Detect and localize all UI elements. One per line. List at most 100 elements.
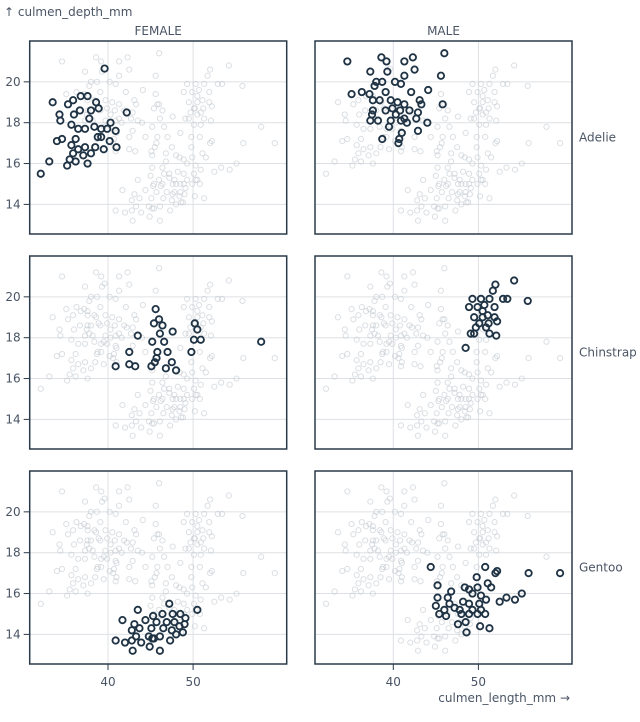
background-point bbox=[218, 510, 226, 517]
background-point bbox=[482, 166, 490, 173]
background-point bbox=[189, 584, 196, 591]
background-point bbox=[442, 633, 449, 640]
data-point bbox=[384, 122, 394, 131]
y-tick-label: 18 bbox=[5, 116, 20, 130]
data-point bbox=[127, 636, 136, 645]
background-point bbox=[353, 551, 360, 558]
data-point bbox=[436, 71, 446, 80]
data-point bbox=[106, 118, 115, 127]
data-point bbox=[481, 562, 490, 572]
background-point bbox=[373, 322, 380, 329]
background-point bbox=[448, 158, 455, 165]
data-point bbox=[395, 134, 404, 144]
background-point bbox=[434, 553, 441, 560]
background-point bbox=[391, 508, 399, 515]
background-point bbox=[172, 416, 180, 423]
background-point bbox=[190, 385, 198, 392]
background-point bbox=[93, 565, 101, 573]
data-point bbox=[86, 106, 96, 115]
background-point bbox=[107, 549, 114, 556]
background-point bbox=[81, 306, 88, 313]
background-point bbox=[411, 133, 418, 141]
background-point bbox=[476, 535, 483, 542]
background-point bbox=[211, 383, 218, 390]
facet-panel: 14 16 18 20 bbox=[5, 40, 288, 235]
background-point bbox=[121, 322, 128, 329]
background-point bbox=[465, 88, 473, 96]
facet-panel: 40 50 bbox=[314, 470, 573, 689]
background-point bbox=[271, 140, 278, 147]
background-point bbox=[129, 127, 136, 134]
background-point bbox=[356, 541, 363, 548]
data-point bbox=[498, 294, 508, 303]
background-point bbox=[379, 508, 386, 515]
background-point bbox=[63, 306, 70, 313]
background-point bbox=[476, 408, 484, 415]
background-point bbox=[357, 350, 365, 358]
background-point bbox=[369, 375, 376, 382]
background-point bbox=[543, 338, 550, 345]
background-point bbox=[479, 93, 486, 100]
background-point bbox=[451, 174, 458, 181]
background-point bbox=[113, 344, 120, 352]
background-point bbox=[427, 133, 434, 141]
data-point bbox=[147, 624, 156, 633]
background-point bbox=[465, 180, 473, 188]
background-point bbox=[437, 521, 445, 528]
background-point bbox=[360, 555, 367, 562]
background-point bbox=[477, 377, 485, 384]
background-point bbox=[104, 535, 111, 542]
background-point bbox=[112, 148, 119, 155]
background-point bbox=[367, 359, 374, 366]
background-point bbox=[357, 158, 365, 165]
panel-frame bbox=[314, 40, 573, 235]
background-point bbox=[476, 170, 483, 177]
background-point bbox=[225, 62, 232, 69]
facet-column-label: FEMALE bbox=[135, 24, 182, 38]
background-point bbox=[418, 316, 425, 323]
background-point bbox=[356, 326, 363, 333]
background-point bbox=[73, 518, 80, 526]
background-point bbox=[56, 326, 63, 333]
background-point bbox=[134, 391, 141, 398]
background-point bbox=[355, 312, 362, 319]
background-point bbox=[442, 432, 449, 439]
background-point bbox=[112, 578, 119, 585]
data-point bbox=[481, 595, 491, 604]
background-point bbox=[339, 352, 346, 360]
background-point bbox=[376, 527, 383, 534]
data-point bbox=[125, 347, 134, 357]
background-point bbox=[142, 186, 149, 194]
background-point bbox=[482, 180, 489, 188]
background-point bbox=[174, 383, 181, 390]
background-point bbox=[474, 180, 481, 188]
background-point bbox=[407, 639, 414, 646]
background-point bbox=[473, 133, 480, 141]
background-point bbox=[189, 518, 196, 526]
background-point bbox=[454, 627, 461, 634]
background-point bbox=[208, 533, 215, 540]
background-point bbox=[462, 610, 469, 618]
background-point bbox=[58, 488, 66, 495]
background-point bbox=[419, 176, 427, 183]
background-point bbox=[389, 535, 396, 542]
y-tick-label: 18 bbox=[5, 331, 20, 345]
background-point bbox=[482, 381, 490, 388]
background-point bbox=[180, 600, 187, 607]
background-point bbox=[113, 559, 120, 567]
background-point bbox=[83, 541, 90, 548]
background-point bbox=[499, 80, 507, 87]
background-point bbox=[92, 574, 99, 581]
y-axis-label: ↑ culmen_depth_mm bbox=[4, 5, 132, 19]
background-point bbox=[148, 578, 155, 585]
background-point bbox=[357, 373, 365, 380]
background-point bbox=[202, 369, 209, 376]
background-point bbox=[64, 316, 72, 323]
background-point bbox=[192, 176, 199, 183]
background-point bbox=[462, 129, 469, 137]
background-point bbox=[107, 334, 114, 341]
background-point bbox=[179, 414, 186, 421]
background-point bbox=[84, 527, 91, 534]
data-point bbox=[80, 143, 90, 152]
background-point bbox=[98, 58, 105, 65]
